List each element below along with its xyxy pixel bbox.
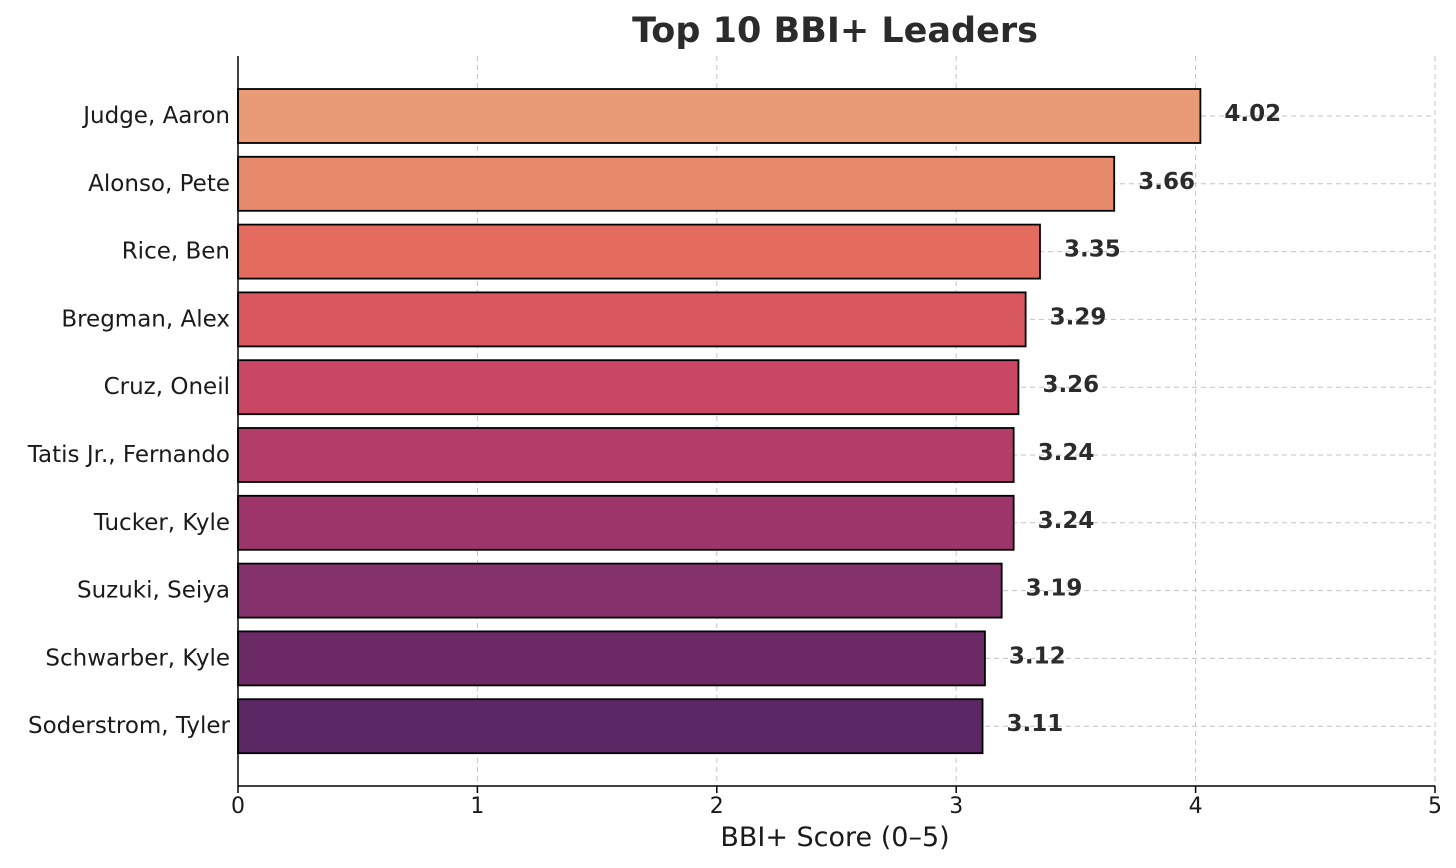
bar [237,698,984,755]
axes [237,56,1436,793]
category-label: Cruz, Oneil [104,374,230,400]
bar [237,562,1003,619]
category-label: Bregman, Alex [61,306,230,332]
category-label: Tucker, Kyle [93,510,230,536]
bar [237,291,1027,348]
category-label: Suzuki, Seiya [77,578,230,604]
category-label: Schwarber, Kyle [45,645,230,671]
category-label: Alonso, Pete [88,171,230,197]
category-label: Tatis Jr., Fernando [27,442,230,468]
bar [237,88,1202,144]
value-label: 3.11 [1007,711,1064,737]
bar [237,630,986,687]
x-tick-label: 5 [1428,794,1442,819]
value-label: 3.19 [1026,576,1083,602]
x-tick-label: 0 [231,794,245,819]
labels: Judge, Aaron 4.02 Alonso, Pete 3.66 Rice, Be… [27,101,1442,819]
x-tick-label: 1 [470,794,484,819]
bar [237,494,1015,551]
value-label: 3.12 [1009,643,1066,669]
bar [237,223,1041,280]
category-label: Rice, Ben [122,239,230,265]
bar [237,427,1015,483]
category-label: Judge, Aaron [81,103,230,129]
value-label: 3.29 [1050,304,1107,330]
x-tick-label: 4 [1189,794,1203,819]
value-label: 3.24 [1038,508,1095,534]
x-tick-label: 3 [949,794,963,819]
value-label: 4.02 [1224,101,1281,127]
chart-title: Top 10 BBI+ Leaders [632,11,1038,51]
value-label: 3.26 [1042,372,1099,398]
value-label: 3.24 [1038,440,1095,466]
bar [237,359,1020,416]
x-tick-label: 2 [710,794,724,819]
value-label: 3.66 [1138,169,1195,195]
value-label: 3.35 [1064,237,1121,263]
x-axis-label: BBI+ Score (0–5) [720,822,949,853]
bar [237,155,1116,212]
category-label: Soderstrom, Tyler [28,713,231,739]
bars [237,88,1202,755]
